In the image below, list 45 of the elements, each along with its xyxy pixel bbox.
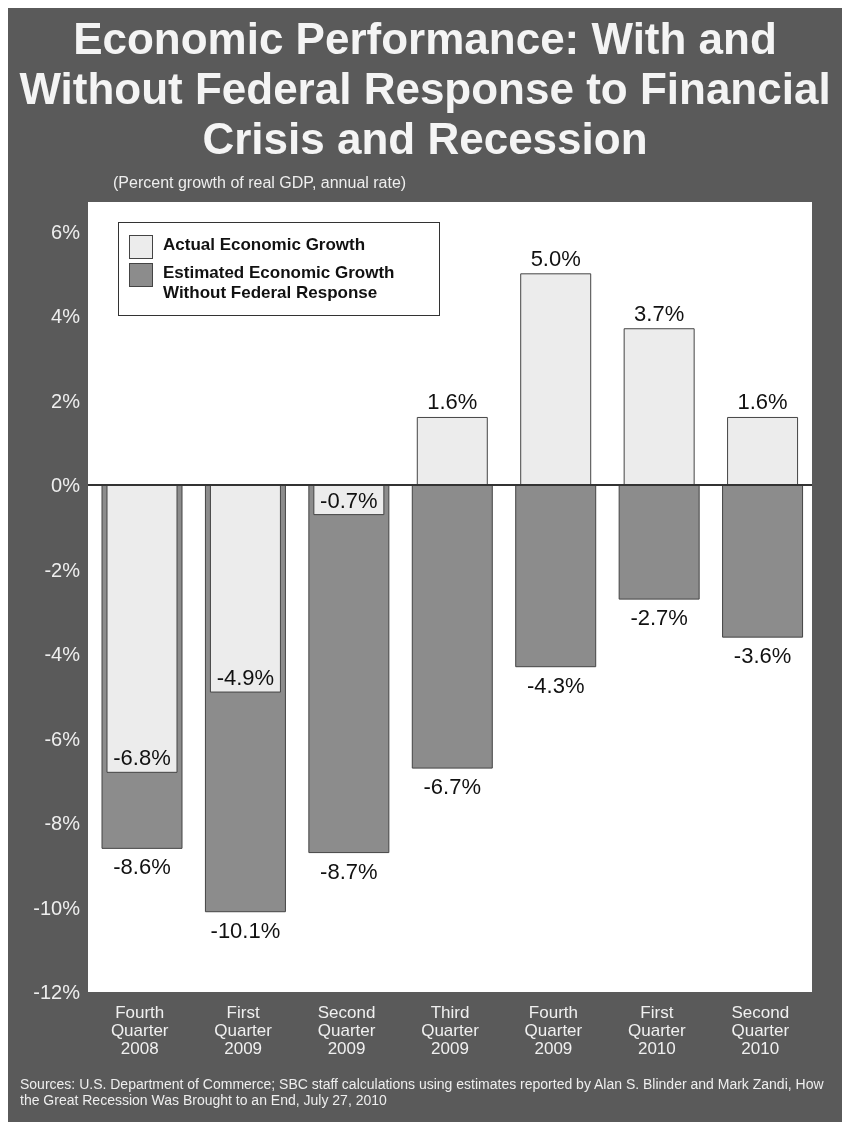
bar bbox=[520, 273, 592, 486]
y-tick-label: -10% bbox=[33, 896, 81, 919]
x-tick-label: First Quarter 2010 bbox=[628, 1003, 687, 1058]
y-tick-label: -12% bbox=[33, 981, 81, 1004]
bar bbox=[727, 416, 799, 486]
y-tick-label: -6% bbox=[44, 727, 81, 750]
bar bbox=[623, 328, 695, 486]
data-label: -10.1% bbox=[210, 917, 281, 943]
legend-label: Actual Economic Growth bbox=[163, 235, 366, 255]
data-label: -6.8% bbox=[113, 745, 171, 771]
y-tick-label: 6% bbox=[51, 220, 81, 243]
y-tick-label: 0% bbox=[51, 474, 81, 497]
data-label: 1.6% bbox=[737, 389, 788, 415]
x-tick-label: First Quarter 2009 bbox=[214, 1003, 273, 1058]
data-label: -8.7% bbox=[320, 858, 378, 884]
x-tick-label: Second Quarter 2010 bbox=[731, 1003, 790, 1058]
x-tick-label: Fourth Quarter 2009 bbox=[524, 1003, 583, 1058]
y-tick-label: -2% bbox=[44, 558, 81, 581]
chart-subtitle: (Percent growth of real GDP, annual rate) bbox=[113, 174, 408, 192]
data-label: -8.6% bbox=[113, 854, 171, 880]
chart-title: Economic Performance: With and Without Federal Response to Financial Crisis and Recession bbox=[18, 13, 832, 164]
legend-label: Estimated Economic Growth Without Federal Response bbox=[163, 263, 396, 303]
bar bbox=[515, 484, 597, 668]
source-note: Sources: U.S. Department of Commerce; SBC staff calculations using estimates reported by Alan S. Blinder and Mark Zandi, How the Great Recession Was Brought to an End, July 27, 2010 bbox=[20, 1076, 825, 1108]
x-tick-label: Second Quarter 2009 bbox=[317, 1003, 376, 1058]
data-label: 1.6% bbox=[427, 389, 478, 415]
bar bbox=[722, 484, 804, 638]
data-label: -2.7% bbox=[630, 605, 688, 631]
x-tick-label: Fourth Quarter 2008 bbox=[110, 1003, 169, 1058]
y-tick-label: 2% bbox=[51, 389, 81, 412]
x-tick-label: Third Quarter 2009 bbox=[421, 1003, 480, 1058]
data-label: 5.0% bbox=[530, 245, 581, 271]
y-tick-label: -4% bbox=[44, 643, 81, 666]
bar bbox=[308, 484, 390, 854]
data-label: -6.7% bbox=[423, 774, 482, 800]
bar bbox=[416, 416, 488, 486]
bar bbox=[411, 484, 493, 769]
data-label: -0.7% bbox=[320, 487, 378, 513]
data-label: -3.6% bbox=[733, 643, 792, 669]
data-label: -4.3% bbox=[526, 672, 585, 698]
bar bbox=[618, 484, 700, 600]
y-tick-label: -8% bbox=[44, 812, 81, 835]
data-label: -4.9% bbox=[216, 665, 275, 691]
data-label: 3.7% bbox=[634, 300, 685, 326]
y-tick-label: 4% bbox=[51, 305, 81, 328]
